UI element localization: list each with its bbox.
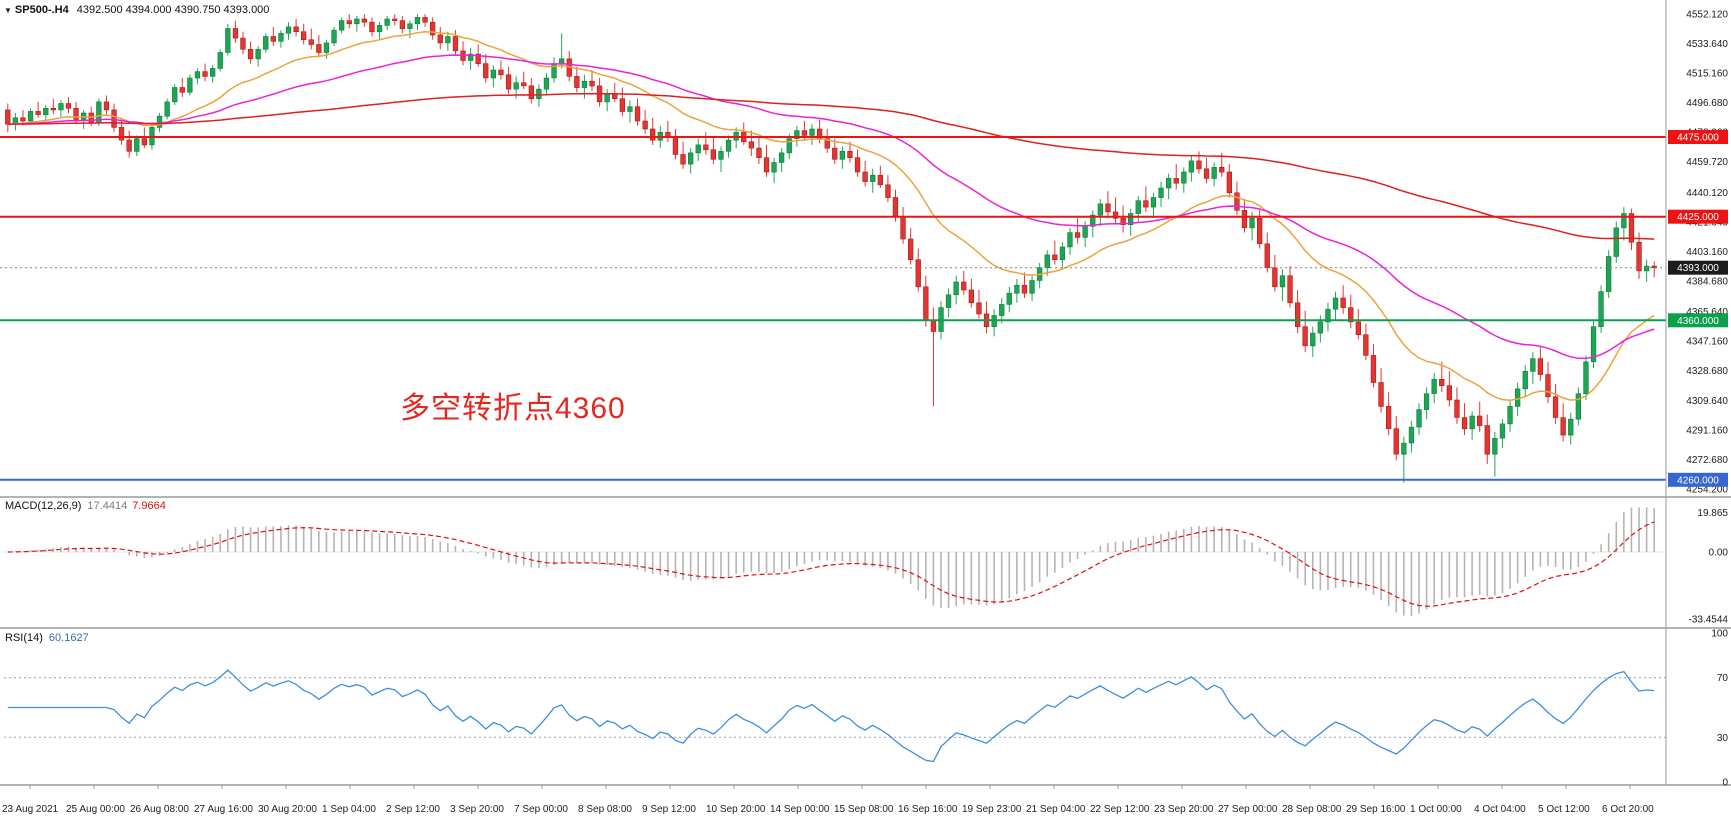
price-axis-label: 4254.200: [1686, 485, 1728, 496]
hline-price-chip-label: 4393.000: [1677, 263, 1719, 274]
symbol-dropdown-icon[interactable]: ▼: [4, 6, 12, 15]
time-axis-label: 27 Sep 00:00: [1218, 804, 1278, 815]
hline-price-chip-label: 4475.000: [1677, 132, 1719, 143]
price-axis-label: 4347.160: [1686, 336, 1728, 347]
rsi-line: [7, 669, 1655, 763]
time-axis-label: 4 Oct 04:00: [1474, 804, 1526, 815]
time-axis-label: 30 Aug 20:00: [258, 804, 317, 815]
time-axis-label: 8 Sep 08:00: [578, 804, 632, 815]
macd-signal-line: [7, 521, 1655, 607]
hline-price-chip: [1668, 130, 1728, 144]
rsi-axis-label: 30: [1717, 733, 1729, 744]
chart-title: ▼ SP500-.H4 4392.500 4394.000 4390.750 439…: [4, 4, 269, 16]
macd-name: MACD(12,26,9): [5, 500, 82, 512]
time-axis-label: 22 Sep 12:00: [1090, 804, 1150, 815]
rsi-name: RSI(14): [5, 632, 43, 644]
time-axis-label: 21 Sep 04:00: [1026, 804, 1086, 815]
macd-main-value: 17.4414: [87, 500, 128, 512]
rsi-value: 60.1627: [48, 632, 89, 644]
hline-price-chip: [1668, 209, 1728, 224]
macd-axis-label: 19.865: [1697, 508, 1728, 519]
price-axis-label: 4328.680: [1686, 366, 1728, 377]
time-axis-label: 26 Aug 08:00: [130, 804, 189, 815]
price-axis-label: 4309.640: [1686, 396, 1728, 407]
symbol-name: SP500-.H4: [14, 4, 69, 16]
ma-slow-red-line[interactable]: [7, 92, 1655, 240]
time-axis-label: 2 Sep 12:00: [386, 804, 440, 815]
ma-fast-orange-line[interactable]: [7, 30, 1655, 401]
time-axis-label: 19 Sep 23:00: [962, 804, 1022, 815]
time-axis-label: 28 Sep 08:00: [1282, 804, 1342, 815]
time-axis-label: 27 Aug 16:00: [194, 804, 253, 815]
price-axis-label: 4291.160: [1686, 426, 1728, 437]
price-axis-label: 4365.640: [1686, 307, 1728, 318]
time-axis-label: 29 Sep 16:00: [1346, 804, 1406, 815]
price-axis-label: 4384.680: [1686, 276, 1728, 287]
macd-histogram: [14, 507, 1656, 616]
rsi-axis-label: 70: [1717, 673, 1729, 684]
hline-price-chip: [1668, 260, 1728, 275]
price-axis-label: 4440.120: [1686, 188, 1728, 199]
hline-price-chip-label: 4360.000: [1677, 316, 1719, 327]
time-axis-label: 16 Sep 16:00: [898, 804, 958, 815]
time-axis-label: 7 Sep 00:00: [514, 804, 568, 815]
time-axis-label: 10 Sep 20:00: [706, 804, 766, 815]
macd-indicator-label: MACD(12,26,9) 17.4414 7.9664: [5, 500, 166, 512]
rsi-axis-label: 100: [1711, 629, 1728, 640]
time-axis-label: 1 Sep 04:00: [322, 804, 376, 815]
rsi-axis-label: 0: [1722, 778, 1728, 789]
time-axis-label: 3 Sep 20:00: [450, 804, 504, 815]
time-axis-label: 23 Sep 20:00: [1154, 804, 1214, 815]
time-axis-label: 9 Sep 12:00: [642, 804, 696, 815]
rsi-indicator-label: RSI(14) 60.1627: [5, 632, 89, 644]
price-axis-label: 4533.640: [1686, 39, 1728, 50]
price-axis-label: 4552.120: [1686, 10, 1728, 21]
hline-price-chip: [1668, 472, 1728, 487]
price-axis-label: 4403.160: [1686, 247, 1728, 258]
time-axis-label: 6 Oct 20:00: [1602, 804, 1654, 815]
time-axis-label: 23 Aug 2021: [2, 804, 59, 815]
time-axis-label: 25 Aug 00:00: [66, 804, 125, 815]
ohlc-values: 4392.500 4394.000 4390.750 4393.000: [76, 4, 270, 16]
price-axis-label: 4459.720: [1686, 157, 1728, 168]
time-axis-label: 14 Sep 00:00: [770, 804, 830, 815]
time-axis-label: 15 Sep 08:00: [834, 804, 894, 815]
macd-signal-value: 7.9664: [132, 500, 166, 512]
price-axis-label: 4496.680: [1686, 98, 1728, 109]
annotation-text: 多空转折点4360: [400, 392, 626, 425]
price-axis-label: 4272.680: [1686, 455, 1728, 466]
hline-price-chip-label: 4260.000: [1677, 475, 1719, 486]
macd-axis-label: 0.00: [1709, 548, 1729, 559]
time-axis-label: 5 Oct 12:00: [1538, 804, 1590, 815]
time-axis-label: 1 Oct 00:00: [1410, 804, 1462, 815]
hline-price-chip: [1668, 313, 1728, 328]
candles-layer: [5, 14, 1657, 483]
macd-axis-label: -33.4544: [1689, 614, 1729, 625]
price-axis-label: 4515.160: [1686, 68, 1728, 79]
hline-price-chip-label: 4425.000: [1677, 212, 1719, 223]
ma-mid-magenta-line[interactable]: [7, 54, 1655, 360]
